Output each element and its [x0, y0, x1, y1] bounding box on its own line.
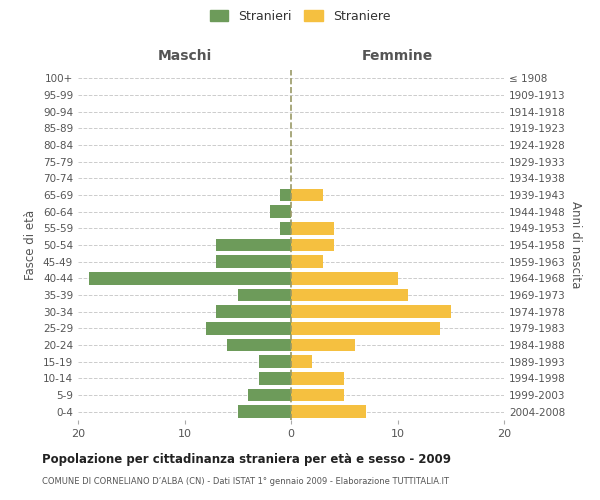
Text: COMUNE DI CORNELIANO D’ALBA (CN) - Dati ISTAT 1° gennaio 2009 - Elaborazione TUT: COMUNE DI CORNELIANO D’ALBA (CN) - Dati … — [42, 478, 449, 486]
Bar — [291, 188, 323, 201]
Bar — [270, 206, 291, 218]
Bar — [291, 222, 334, 234]
Bar — [291, 339, 355, 351]
Bar — [280, 222, 291, 234]
Bar — [291, 306, 451, 318]
Bar — [291, 322, 440, 334]
Bar — [291, 389, 344, 401]
Bar — [291, 239, 334, 251]
Bar — [227, 339, 291, 351]
Bar — [238, 406, 291, 418]
Text: Maschi: Maschi — [157, 49, 212, 63]
Text: Femmine: Femmine — [362, 49, 433, 63]
Bar — [291, 256, 323, 268]
Bar — [248, 389, 291, 401]
Bar — [291, 272, 398, 284]
Bar — [217, 306, 291, 318]
Bar — [206, 322, 291, 334]
Bar — [259, 372, 291, 384]
Bar — [291, 356, 313, 368]
Y-axis label: Anni di nascita: Anni di nascita — [569, 202, 582, 288]
Bar — [217, 256, 291, 268]
Bar — [291, 289, 408, 301]
Bar — [238, 289, 291, 301]
Bar — [291, 406, 365, 418]
Bar — [291, 372, 344, 384]
Text: Popolazione per cittadinanza straniera per età e sesso - 2009: Popolazione per cittadinanza straniera p… — [42, 452, 451, 466]
Bar — [280, 188, 291, 201]
Bar — [89, 272, 291, 284]
Legend: Stranieri, Straniere: Stranieri, Straniere — [206, 6, 394, 26]
Bar — [217, 239, 291, 251]
Y-axis label: Fasce di età: Fasce di età — [25, 210, 37, 280]
Bar — [259, 356, 291, 368]
